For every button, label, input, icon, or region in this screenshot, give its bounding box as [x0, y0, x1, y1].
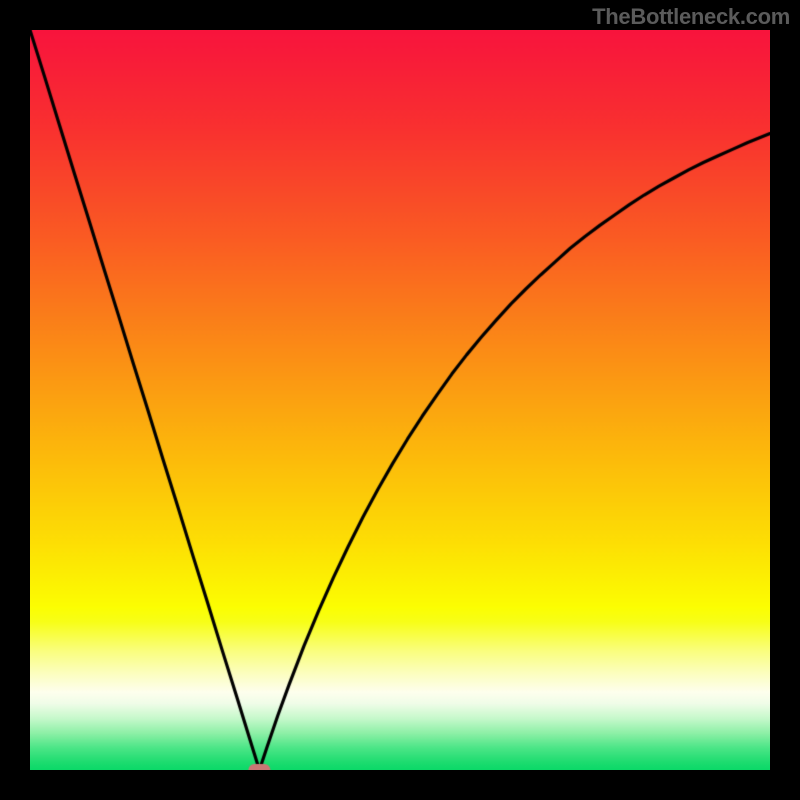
- chart-plot-area: [30, 30, 770, 770]
- watermark-text: TheBottleneck.com: [592, 4, 790, 30]
- chart-canvas: [30, 30, 770, 770]
